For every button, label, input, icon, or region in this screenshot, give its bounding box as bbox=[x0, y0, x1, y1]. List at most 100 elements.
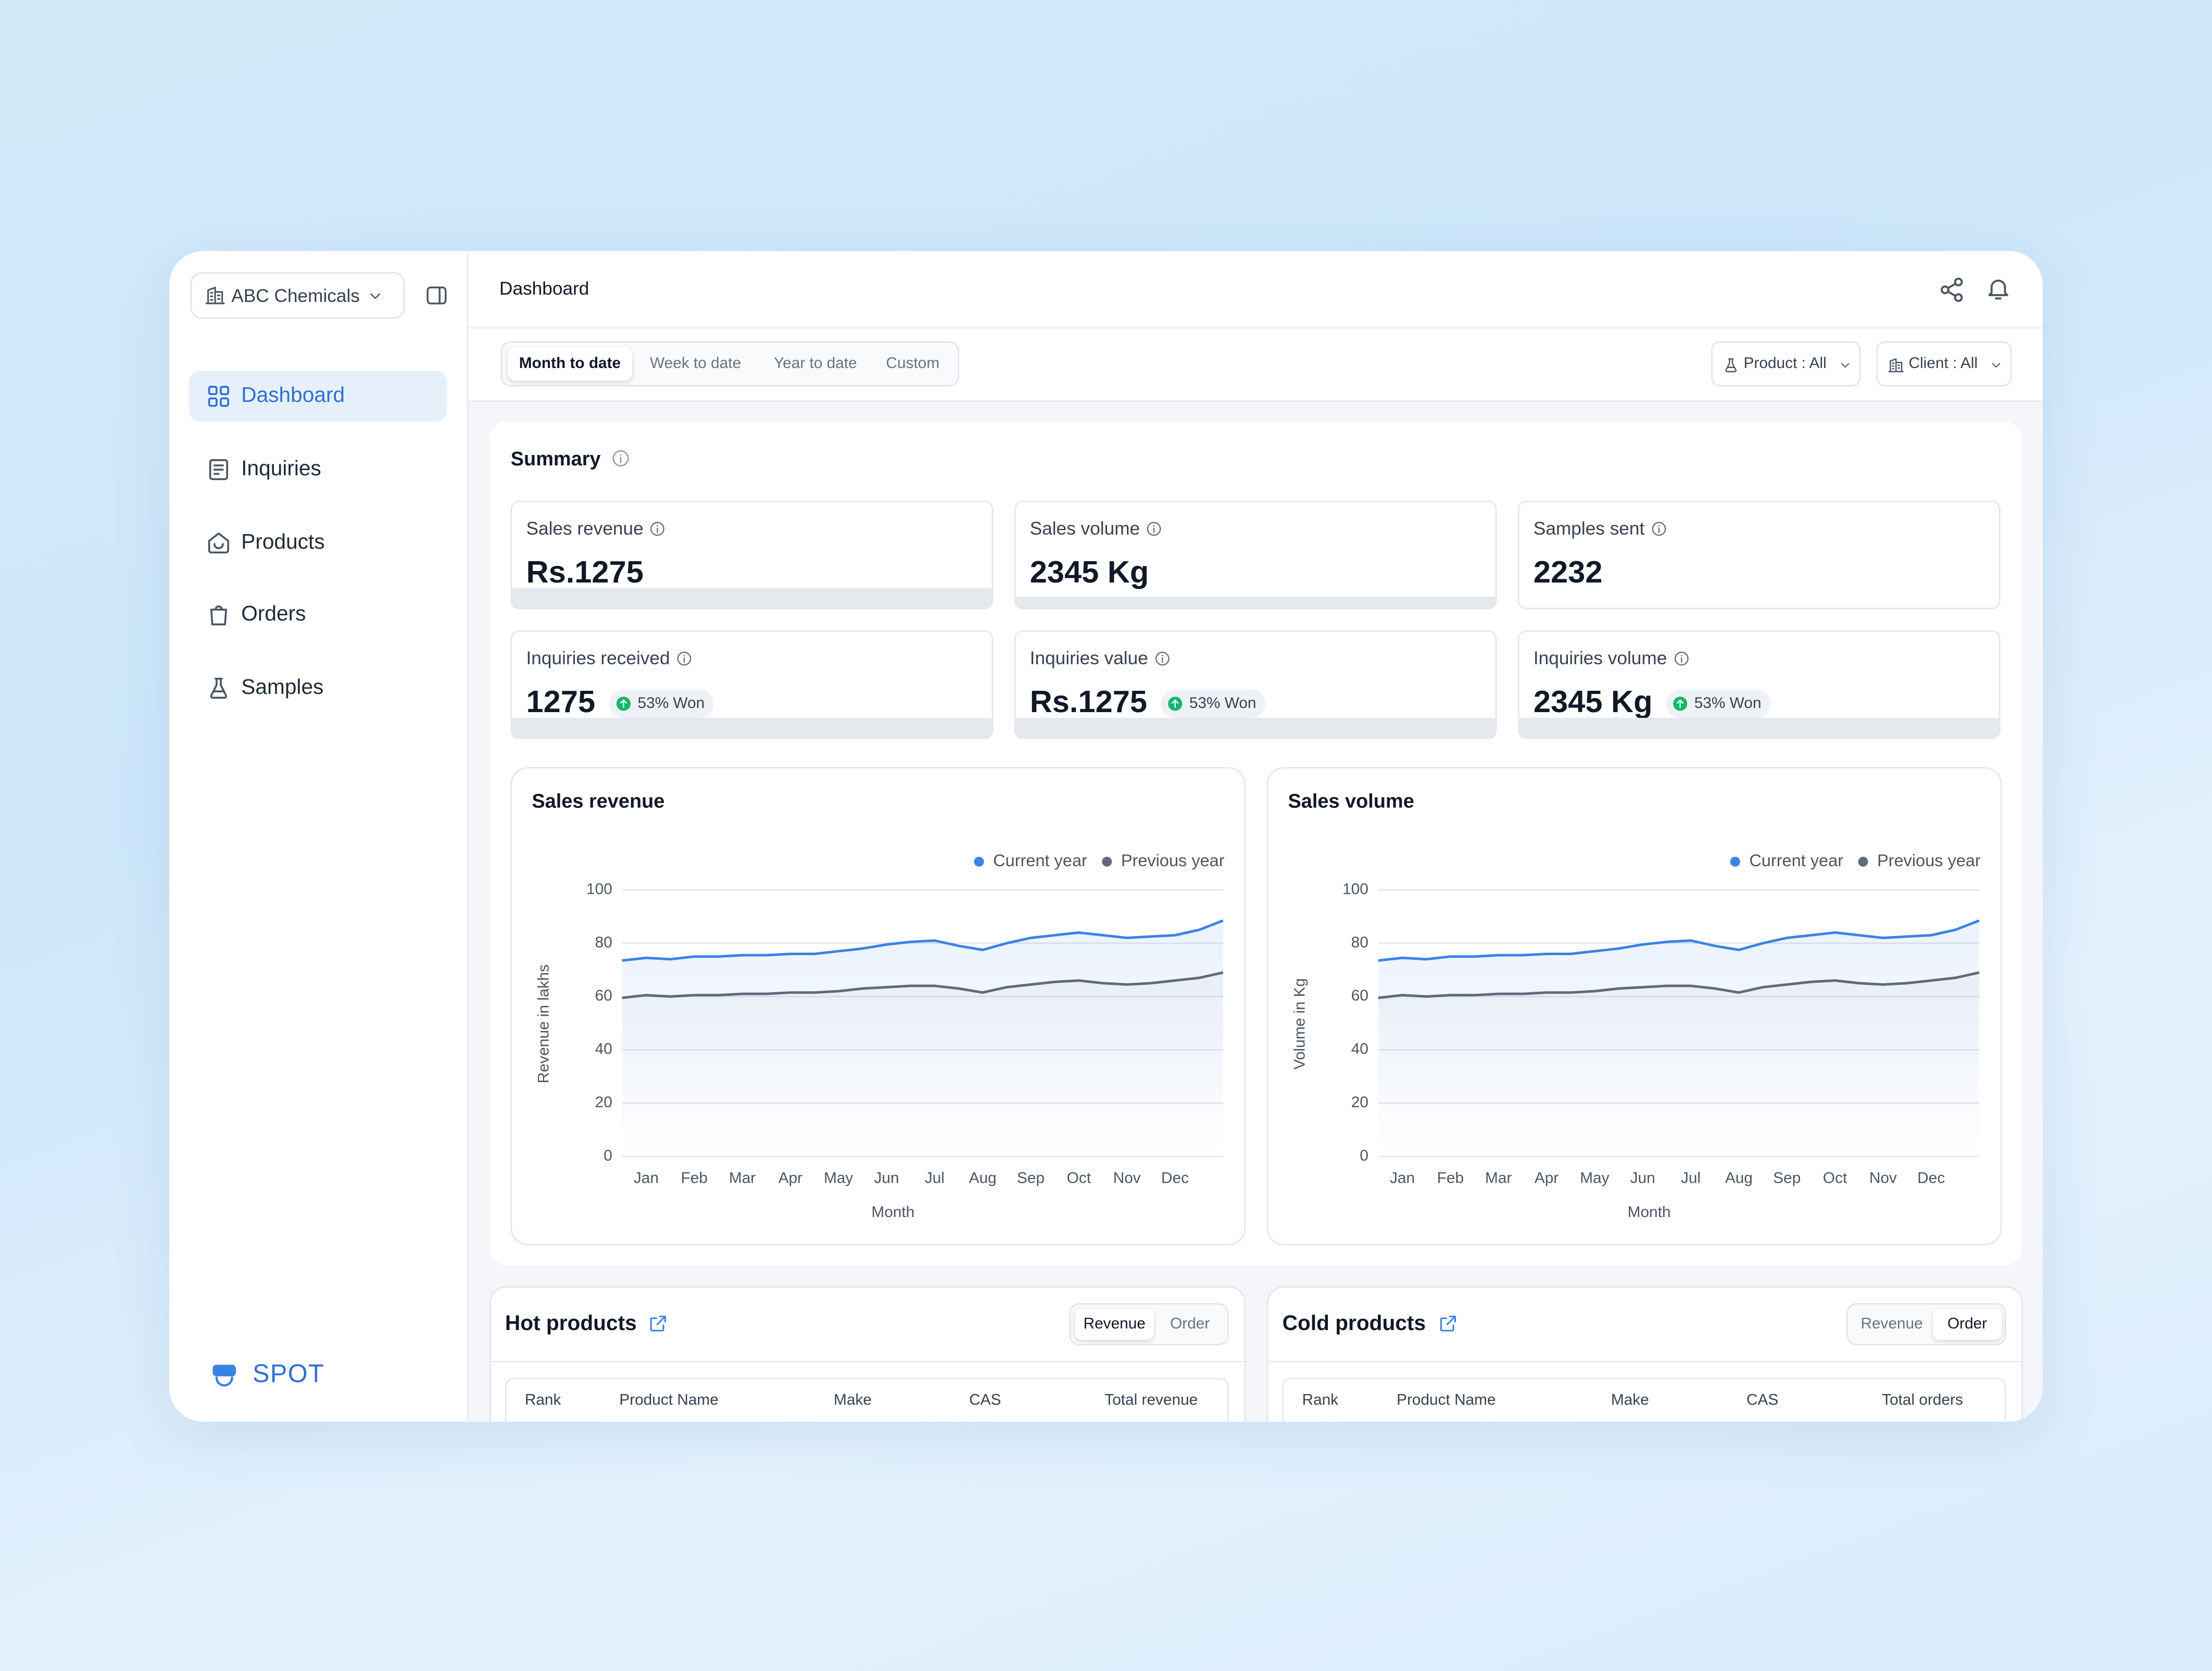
kpi-card: Inquiries volume 2345 Kg 53% Won bbox=[1518, 630, 2001, 739]
bell-icon[interactable] bbox=[1985, 275, 2012, 301]
x-tick-label: Jul bbox=[1681, 1170, 1701, 1187]
x-tick-label: Jun bbox=[1630, 1170, 1655, 1187]
y-tick-label: 60 bbox=[1351, 987, 1368, 1004]
toggle-option[interactable]: Revenue bbox=[1075, 1309, 1154, 1340]
y-tick-label: 20 bbox=[1351, 1094, 1368, 1111]
kpi-value: Rs.1275 bbox=[1029, 683, 1148, 719]
x-tick-label: Feb bbox=[681, 1170, 708, 1187]
product-filter[interactable]: Product : All bbox=[1711, 341, 1861, 387]
nav-label: Dashboard bbox=[241, 383, 345, 408]
y-axis-label: Volume in Kg bbox=[1291, 978, 1309, 1070]
kpi-badge: 53% Won bbox=[1161, 689, 1265, 718]
kpi-card: Samples sent 2232 bbox=[1518, 500, 2001, 610]
sidebar: ABC Chemicals Dashboard Inquiries Products O… bbox=[169, 251, 469, 1422]
external-link[interactable] bbox=[648, 1313, 669, 1334]
column-header: CAS bbox=[969, 1391, 1001, 1409]
kpi-info bbox=[1147, 522, 1161, 536]
org-dropdown[interactable]: ABC Chemicals bbox=[190, 272, 405, 319]
y-tick-label: 60 bbox=[595, 987, 612, 1004]
x-tick-label: Feb bbox=[1437, 1170, 1464, 1187]
x-tick-label: Jul bbox=[925, 1170, 945, 1187]
divider bbox=[491, 1361, 1247, 1363]
column-header: Make bbox=[834, 1391, 872, 1409]
x-tick-label: Jan bbox=[1390, 1170, 1415, 1187]
x-tick-label: Nov bbox=[1869, 1170, 1897, 1187]
client-filter[interactable]: Client : All bbox=[1876, 341, 2012, 387]
range-option[interactable]: Year to date bbox=[758, 347, 873, 381]
column-header: Total revenue bbox=[1104, 1391, 1198, 1409]
kpi-badge: 53% Won bbox=[609, 689, 713, 718]
client-label: Client : All bbox=[1908, 355, 1978, 373]
org-chevron bbox=[370, 293, 380, 299]
share-icon[interactable] bbox=[1938, 276, 1965, 303]
nav-icon bbox=[210, 605, 227, 626]
range-label: Custom bbox=[886, 355, 940, 373]
nav-item[interactable]: Dashboard bbox=[189, 371, 447, 422]
column-header: Product Name bbox=[1397, 1391, 1496, 1409]
range-label: Month to date bbox=[519, 355, 621, 373]
table-title: Cold products bbox=[1282, 1311, 1426, 1336]
kpi-info bbox=[650, 522, 664, 536]
summary-panel: Summary Sales revenue Rs.1275 Sales volume 2… bbox=[489, 422, 2022, 1265]
nav-item[interactable]: Samples bbox=[189, 663, 447, 714]
y-axis-label: Revenue in lakhs bbox=[535, 965, 552, 1084]
range-option[interactable]: Week to date bbox=[635, 347, 756, 381]
product-icon bbox=[1725, 358, 1737, 373]
nav-item[interactable]: Orders bbox=[189, 589, 447, 640]
divider bbox=[1268, 1361, 2025, 1363]
client-icon bbox=[1888, 358, 1904, 373]
kpi-label: Sales revenue bbox=[526, 517, 644, 539]
y-tick-label: 100 bbox=[586, 880, 612, 897]
external-link[interactable] bbox=[1438, 1313, 1459, 1334]
page-title: Dashboard bbox=[499, 277, 589, 299]
nav-label: Samples bbox=[241, 675, 324, 700]
kpi-label: Sales volume bbox=[1029, 517, 1140, 539]
legend-swatch bbox=[1102, 856, 1112, 867]
y-tick-label: 80 bbox=[1351, 934, 1368, 951]
org-icon bbox=[205, 286, 225, 305]
collapse-icon[interactable] bbox=[424, 284, 448, 308]
kpi-card: Inquiries received 1275 53% Won bbox=[510, 630, 994, 739]
toggle-label: Revenue bbox=[1083, 1315, 1146, 1333]
main: Dashboard Month to date Week to date Year t… bbox=[468, 251, 2043, 1422]
badge-text: 53% Won bbox=[1189, 695, 1256, 713]
legend-label: Current year bbox=[993, 851, 1087, 870]
table-header: Rank Product Name Make CAS Total revenue bbox=[505, 1377, 1229, 1422]
top-bar: Dashboard bbox=[468, 251, 2043, 329]
toggle-option[interactable]: Revenue bbox=[1852, 1309, 1931, 1340]
toggle-label: Order bbox=[1170, 1315, 1210, 1333]
nav-item[interactable]: Inquiries bbox=[189, 444, 447, 495]
toggle-option[interactable]: Order bbox=[1155, 1309, 1225, 1340]
column-header: Rank bbox=[524, 1391, 561, 1409]
x-axis-label: Month bbox=[871, 1204, 914, 1221]
chart-title: Sales volume bbox=[1288, 791, 1414, 813]
toggle-option[interactable]: Order bbox=[1932, 1309, 2002, 1340]
range-option[interactable]: Custom bbox=[875, 347, 951, 381]
x-tick-label: Nov bbox=[1113, 1170, 1141, 1187]
y-tick-label: 80 bbox=[595, 934, 612, 951]
table-panel: Cold products Revenue Order Rank Product Nam… bbox=[1266, 1286, 2025, 1422]
column-header: Make bbox=[1611, 1391, 1649, 1409]
x-tick-label: Dec bbox=[1917, 1170, 1945, 1187]
chart: Sales volume 0 20 40 60 80 100 Jan Feb Mar Apr May J… bbox=[1288, 791, 1980, 1221]
kpi-label: Inquiries value bbox=[1029, 647, 1148, 669]
legend-swatch bbox=[974, 856, 984, 867]
filter-bar: Month to date Week to date Year to date Cus… bbox=[468, 328, 2043, 402]
x-tick-label: Sep bbox=[1017, 1170, 1045, 1187]
kpi-info bbox=[1652, 522, 1666, 536]
x-tick-label: Aug bbox=[969, 1170, 997, 1187]
badge-icon bbox=[1673, 697, 1688, 711]
kpi-info bbox=[677, 651, 692, 666]
metric-toggle: Revenue Order bbox=[1846, 1303, 2006, 1346]
x-tick-label: May bbox=[824, 1170, 853, 1187]
kpi-bar bbox=[1519, 717, 1999, 738]
x-tick-label: Dec bbox=[1161, 1170, 1189, 1187]
badge-icon bbox=[1168, 697, 1183, 711]
nav-item[interactable]: Products bbox=[189, 517, 447, 568]
chart-panel: Sales revenue 0 20 40 60 80 100 Jan Feb Mar Apr May… bbox=[510, 767, 1246, 1246]
x-tick-label: Jun bbox=[874, 1170, 899, 1187]
product-label: Product : All bbox=[1743, 355, 1827, 373]
chart-title: Sales revenue bbox=[532, 791, 664, 813]
range-option[interactable]: Month to date bbox=[508, 347, 632, 381]
